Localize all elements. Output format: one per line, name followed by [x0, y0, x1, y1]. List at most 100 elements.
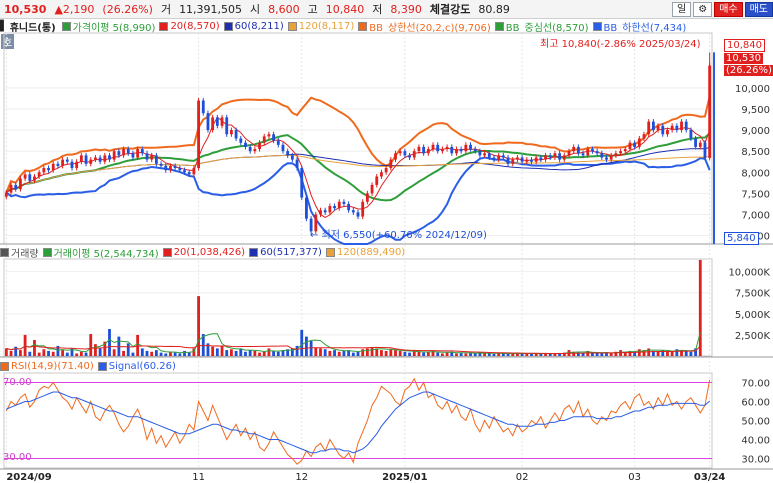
price-legend-item[interactable]: 60(8,211): [223, 19, 284, 34]
sell-button[interactable]: 매도: [744, 1, 773, 17]
legend-label: 거래이평 5(2,544,734): [53, 248, 159, 260]
buy-button[interactable]: 매수: [714, 1, 743, 17]
price-change-pct: (26.26%): [102, 2, 153, 16]
rsi-legend-item[interactable]: Signal(60.26): [97, 361, 176, 372]
volume-bar: [680, 350, 683, 356]
candle: [389, 159, 393, 169]
candle: [258, 142, 261, 150]
candle: [28, 174, 32, 181]
volume-bar: [520, 353, 524, 356]
volume-bar: [19, 350, 22, 356]
legend-swatch: [42, 247, 52, 257]
volume-bar: [389, 349, 393, 356]
volume-bar: [98, 348, 102, 356]
candle: [206, 113, 210, 131]
x-tick-label: 03: [628, 472, 641, 483]
candle: [680, 121, 683, 131]
candle: [229, 130, 233, 135]
legend-label: 60(517,377): [260, 246, 322, 258]
volume-bar: [248, 350, 252, 356]
volume-legend-item[interactable]: 120(889,490): [325, 245, 405, 260]
volume-bar: [408, 352, 411, 356]
candle: [323, 210, 327, 213]
candle: [544, 155, 547, 160]
volume-bar: [84, 352, 88, 356]
candle: [201, 100, 205, 114]
candle: [98, 157, 102, 162]
candle: [295, 159, 299, 169]
price-legend-item[interactable]: 가격이평 5(8,990): [61, 19, 155, 34]
volume-bar: [365, 348, 369, 356]
volume-bar: [516, 353, 519, 356]
candle: [647, 121, 651, 135]
period-button[interactable]: 일: [672, 1, 692, 17]
candle: [333, 206, 336, 209]
volume-legend-item[interactable]: 거래량: [0, 245, 39, 260]
volume-bar: [356, 351, 360, 356]
candle: [591, 149, 594, 152]
candle: [623, 149, 627, 152]
candle: [225, 117, 229, 135]
volume-bar: [623, 352, 627, 356]
volume-bar: [581, 353, 585, 356]
volume-bar: [417, 351, 421, 356]
candle: [211, 117, 215, 131]
candle: [65, 159, 69, 162]
volume-bar: [70, 348, 74, 356]
legend-label: 20(8,570): [170, 20, 220, 32]
candle: [403, 151, 407, 156]
volume-bar: [455, 353, 458, 356]
price-legend-item[interactable]: BB_중심선(8,570): [494, 19, 589, 34]
volume-bar: [576, 352, 580, 356]
candle: [637, 138, 641, 147]
rsi-line: [5, 377, 711, 465]
candle: [309, 218, 313, 232]
current-pct-tag: (26.26%): [724, 65, 773, 76]
price-tick-label: 7,000: [741, 210, 770, 221]
volume-bar: [544, 353, 547, 356]
rsi-level-70-label: 70.00: [3, 377, 32, 388]
volume-bar: [225, 350, 229, 356]
candle: [562, 155, 566, 160]
volume-bar: [642, 350, 646, 356]
rsi-legend-item[interactable]: RSI(14,9)(71.40): [0, 361, 94, 372]
candle: [61, 159, 65, 166]
candle: [267, 134, 271, 137]
price-legend-item[interactable]: 20(8,570): [159, 19, 220, 34]
price-tick-label: 7,500: [741, 189, 770, 200]
ma5-line: [6, 116, 711, 218]
candle: [595, 151, 599, 154]
price-legend-item[interactable]: BB_상한선(20,2,c)(9,706): [358, 19, 491, 34]
volume-legend-item[interactable]: 20(1,038,426): [162, 245, 245, 260]
price-legend-item[interactable]: 120(8,117): [287, 19, 354, 34]
candle: [173, 165, 177, 169]
price-tick-label: 10,000: [735, 84, 770, 95]
candle: [380, 172, 383, 177]
price-legend-item[interactable]: BB_하한선(7,434): [592, 19, 686, 34]
volume-bar: [337, 351, 341, 356]
volume-bar: [530, 353, 533, 356]
candle: [445, 146, 449, 150]
x-tick-label: 02: [516, 472, 529, 483]
legend-swatch: [223, 21, 233, 31]
volume-bar: [281, 350, 285, 356]
volume-bar: [689, 351, 693, 356]
x-tick-label: 2025/01: [382, 472, 427, 483]
volume-bar: [94, 344, 97, 356]
volume-bar: [534, 353, 538, 356]
volume-tick-label: 10,000K: [728, 268, 770, 279]
volume-legend-item[interactable]: 60(517,377): [249, 245, 322, 260]
candle: [394, 153, 397, 160]
candle: [234, 130, 238, 139]
volume-ma5-line: [6, 332, 701, 355]
volume-bar: [539, 353, 543, 356]
volume-legend-item[interactable]: 거래이평 5(2,544,734): [42, 245, 159, 260]
candle: [558, 153, 562, 160]
candle: [272, 134, 276, 141]
legend-swatch: [494, 21, 504, 31]
volume-bar: [394, 350, 397, 356]
candle: [276, 140, 280, 145]
candle: [473, 149, 477, 152]
candle: [314, 214, 318, 232]
settings-button[interactable]: ⚙: [693, 1, 713, 17]
